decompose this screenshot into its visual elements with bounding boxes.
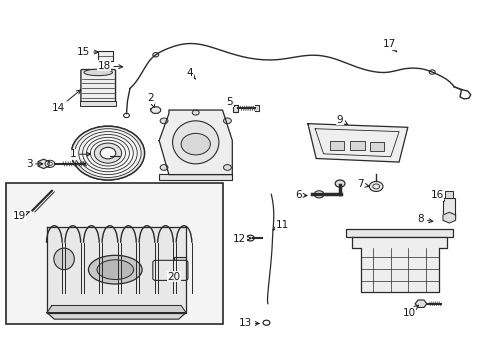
Bar — [329, 140, 344, 149]
Circle shape — [82, 134, 133, 172]
Text: 6: 6 — [294, 190, 306, 200]
Circle shape — [181, 134, 210, 155]
Circle shape — [160, 165, 167, 170]
Circle shape — [86, 137, 129, 169]
Ellipse shape — [97, 260, 133, 279]
Circle shape — [223, 165, 231, 170]
Polygon shape — [442, 212, 455, 223]
Bar — [345, 229, 452, 237]
Text: 18: 18 — [97, 61, 122, 71]
Polygon shape — [47, 306, 185, 313]
Text: 20: 20 — [167, 271, 180, 282]
Text: 12: 12 — [232, 234, 251, 244]
Ellipse shape — [84, 69, 112, 76]
Circle shape — [45, 160, 55, 167]
Text: 1: 1 — [69, 149, 90, 159]
Polygon shape — [255, 105, 259, 111]
Polygon shape — [307, 124, 407, 162]
Polygon shape — [351, 237, 447, 292]
Bar — [5, 183, 222, 324]
Bar — [98, 50, 113, 60]
Circle shape — [71, 126, 144, 180]
Polygon shape — [47, 226, 185, 313]
Text: 2: 2 — [147, 93, 155, 107]
Bar — [369, 142, 384, 151]
Polygon shape — [151, 107, 160, 113]
Circle shape — [223, 118, 231, 124]
Text: 13: 13 — [238, 319, 259, 328]
Text: 3: 3 — [25, 159, 42, 169]
Bar — [443, 198, 454, 218]
Circle shape — [192, 110, 199, 115]
Text: 10: 10 — [402, 305, 418, 318]
Circle shape — [334, 180, 344, 187]
Text: 5: 5 — [226, 97, 234, 107]
Ellipse shape — [88, 255, 142, 284]
Circle shape — [90, 140, 125, 166]
Circle shape — [94, 143, 122, 163]
Bar — [159, 174, 232, 180]
Polygon shape — [47, 313, 185, 319]
Circle shape — [75, 129, 141, 177]
Text: 19: 19 — [13, 211, 29, 221]
Circle shape — [160, 118, 167, 124]
Bar — [80, 102, 116, 106]
Polygon shape — [38, 159, 49, 168]
Text: 9: 9 — [336, 115, 347, 125]
Polygon shape — [414, 300, 426, 307]
Circle shape — [79, 132, 137, 175]
Text: 16: 16 — [429, 190, 444, 201]
Text: 7: 7 — [357, 179, 368, 189]
Ellipse shape — [172, 121, 219, 164]
Ellipse shape — [54, 248, 74, 270]
Polygon shape — [159, 110, 232, 175]
Text: 8: 8 — [417, 215, 432, 224]
Bar — [233, 105, 238, 112]
Text: 17: 17 — [383, 40, 396, 52]
Bar — [173, 257, 185, 277]
Text: 15: 15 — [77, 46, 98, 57]
Bar — [445, 192, 452, 198]
FancyBboxPatch shape — [81, 69, 115, 104]
Circle shape — [314, 191, 324, 198]
Text: 14: 14 — [52, 90, 81, 113]
Text: 4: 4 — [186, 68, 195, 79]
Text: 11: 11 — [272, 220, 288, 230]
Bar — [349, 141, 364, 150]
Circle shape — [100, 147, 116, 159]
FancyBboxPatch shape — [153, 260, 187, 280]
Circle shape — [368, 181, 382, 192]
